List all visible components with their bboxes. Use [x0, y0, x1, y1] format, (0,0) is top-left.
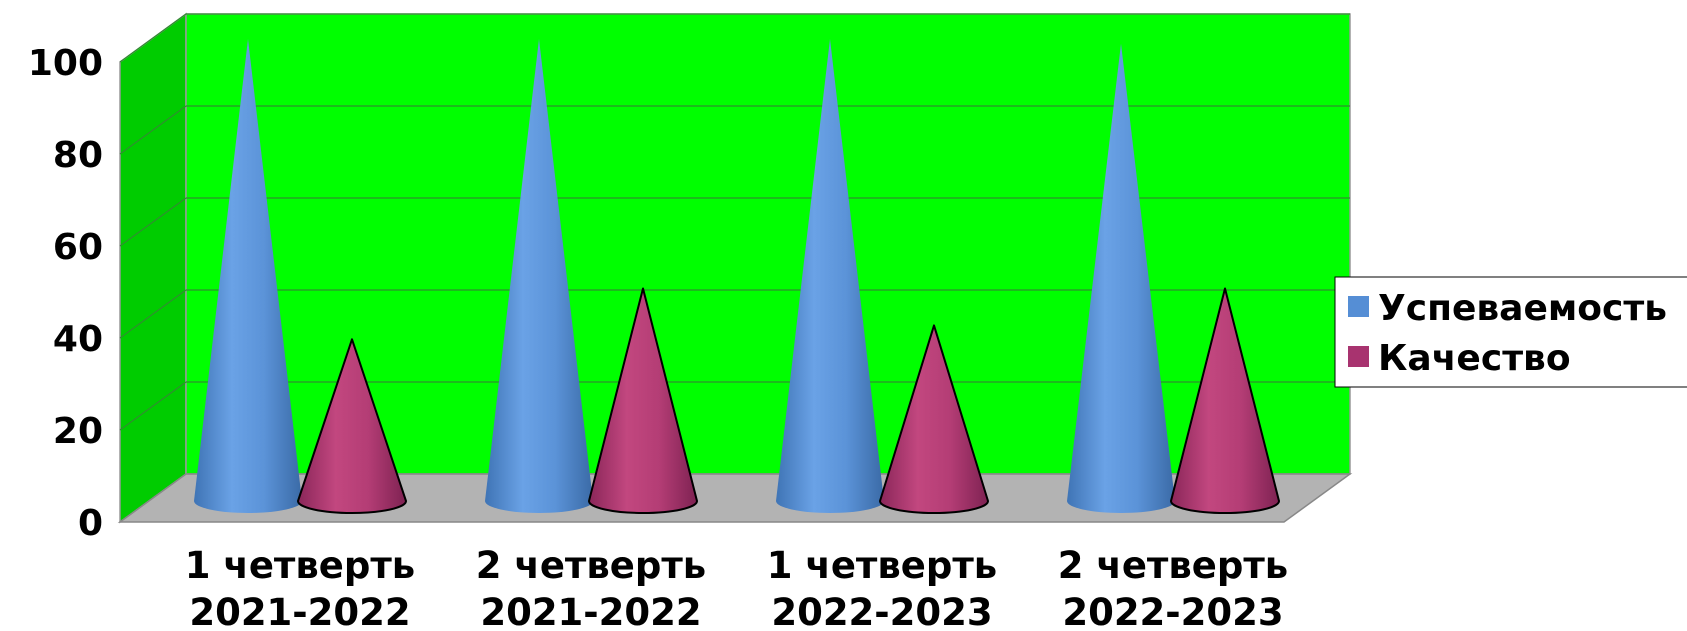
plot-area	[194, 39, 1280, 514]
gridline-side	[119, 197, 187, 247]
y-tick-label: 100	[28, 43, 103, 84]
chart-side-wall	[119, 12, 187, 524]
y-tick-label: 0	[78, 503, 103, 544]
legend: Успеваемость Качество	[1334, 276, 1687, 388]
y-tick-label: 40	[53, 319, 103, 360]
cone-kachestvo	[1170, 287, 1280, 514]
x-tick-label: 2022-2023	[771, 591, 992, 631]
x-tick-label: 2021-2022	[480, 591, 701, 631]
chart-floor	[117, 473, 1353, 523]
cone-kachestvo	[588, 287, 698, 514]
legend-swatch-uspevaemost	[1348, 296, 1369, 317]
x-tick-label: 2021-2022	[189, 591, 410, 631]
x-tick-label: 2022-2023	[1062, 591, 1283, 631]
cone-uspevaemost	[485, 39, 593, 513]
x-tick-label: 2 четверть	[476, 544, 706, 587]
x-tick-label: 1 четверть	[185, 544, 415, 587]
y-tick-label: 60	[53, 227, 103, 268]
cone-uspevaemost	[194, 39, 302, 513]
y-axis: 0 20 40 60 80 100	[28, 43, 103, 544]
gridline-side	[119, 381, 187, 431]
gridline-side	[119, 13, 187, 63]
cone-uspevaemost	[776, 39, 884, 513]
gridlines	[119, 13, 1350, 431]
gridline-side	[119, 105, 187, 155]
cone-kachestvo	[297, 338, 407, 514]
x-tick-label: 2 четверть	[1058, 544, 1288, 587]
legend-label-kachestvo: Качество	[1378, 338, 1571, 379]
y-tick-label: 20	[53, 411, 103, 452]
cone-kachestvo	[879, 324, 989, 514]
gridline-side	[119, 289, 187, 339]
legend-box	[1334, 276, 1687, 388]
legend-swatch-kachestvo	[1348, 346, 1369, 367]
x-tick-label: 1 четверть	[767, 544, 997, 587]
y-tick-label: 80	[53, 135, 103, 176]
cone-uspevaemost	[1067, 43, 1175, 514]
legend-label-uspevaemost: Успеваемость	[1378, 288, 1667, 329]
